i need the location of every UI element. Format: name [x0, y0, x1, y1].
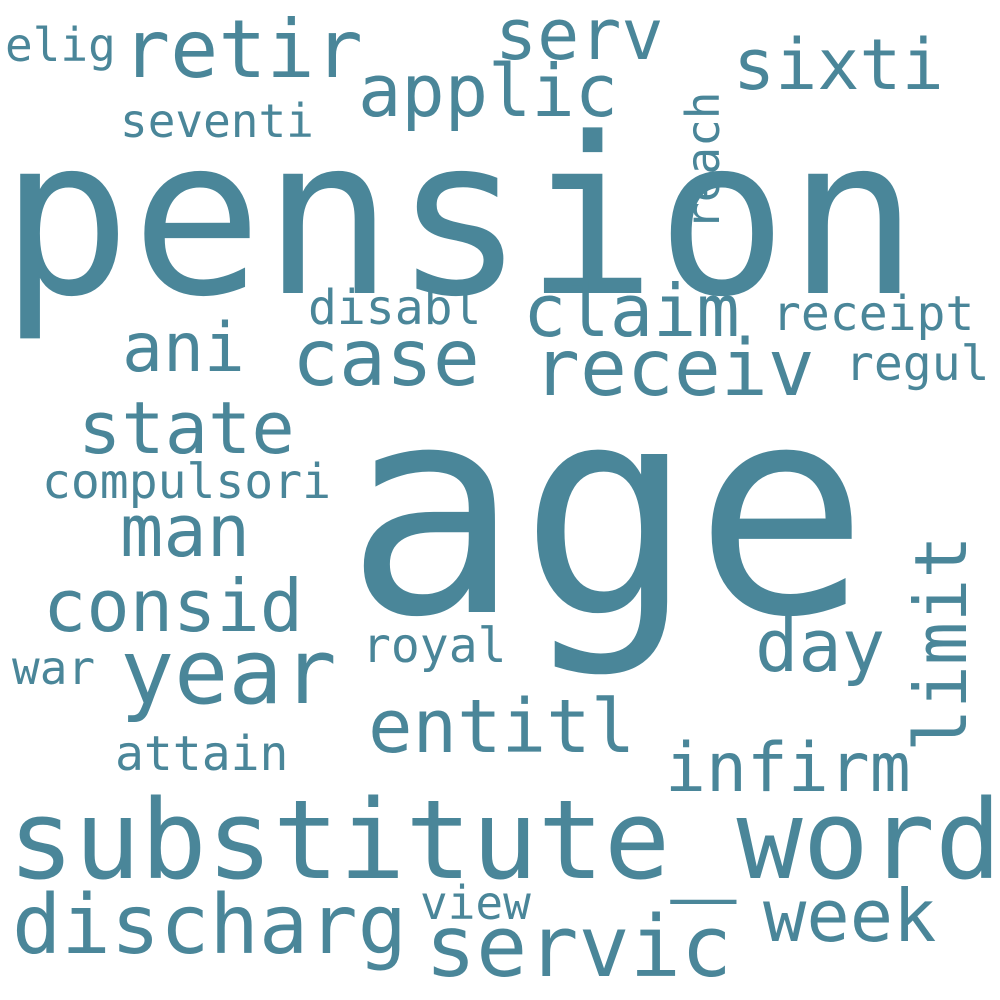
word-week: week — [763, 874, 937, 958]
word-sixti: sixti — [733, 24, 944, 106]
word-substitute-word: substitute_word — [8, 776, 1000, 904]
word-retir: retir — [122, 3, 363, 96]
word-case: case — [292, 314, 480, 404]
word-discharg: discharg — [12, 878, 407, 973]
word-royal: royal — [362, 618, 507, 674]
word-ani: ani — [122, 309, 245, 388]
word-war: war — [12, 641, 96, 695]
word-applic: applic — [358, 49, 619, 133]
word-compulsori: compulsori — [42, 454, 331, 510]
word-infirm: infirm — [665, 729, 911, 808]
word-seventi: seventi — [120, 94, 314, 148]
word-reach: reach — [676, 91, 730, 230]
word-claim: claim — [523, 269, 740, 353]
word-view: view — [420, 876, 531, 930]
word-day: day — [755, 604, 886, 688]
word-pension: pension — [0, 92, 919, 345]
word-consid: consid — [43, 564, 304, 648]
word-year: year — [120, 620, 337, 725]
word-disabl: disabl — [308, 280, 482, 336]
word-receipt: receipt — [772, 286, 975, 342]
word-state: state — [78, 386, 295, 470]
word-elig: elig — [5, 18, 116, 72]
word-limit: limit — [899, 535, 983, 752]
word-age: age — [345, 344, 869, 681]
word-receiv: receiv — [533, 324, 815, 414]
word-serv: serv — [495, 0, 664, 76]
word-regul: regul — [845, 336, 990, 392]
word-servic: servic — [425, 898, 733, 997]
word-man: man — [120, 489, 251, 573]
word-attain: attain — [115, 726, 289, 782]
word-entitl: entitl — [368, 684, 636, 770]
